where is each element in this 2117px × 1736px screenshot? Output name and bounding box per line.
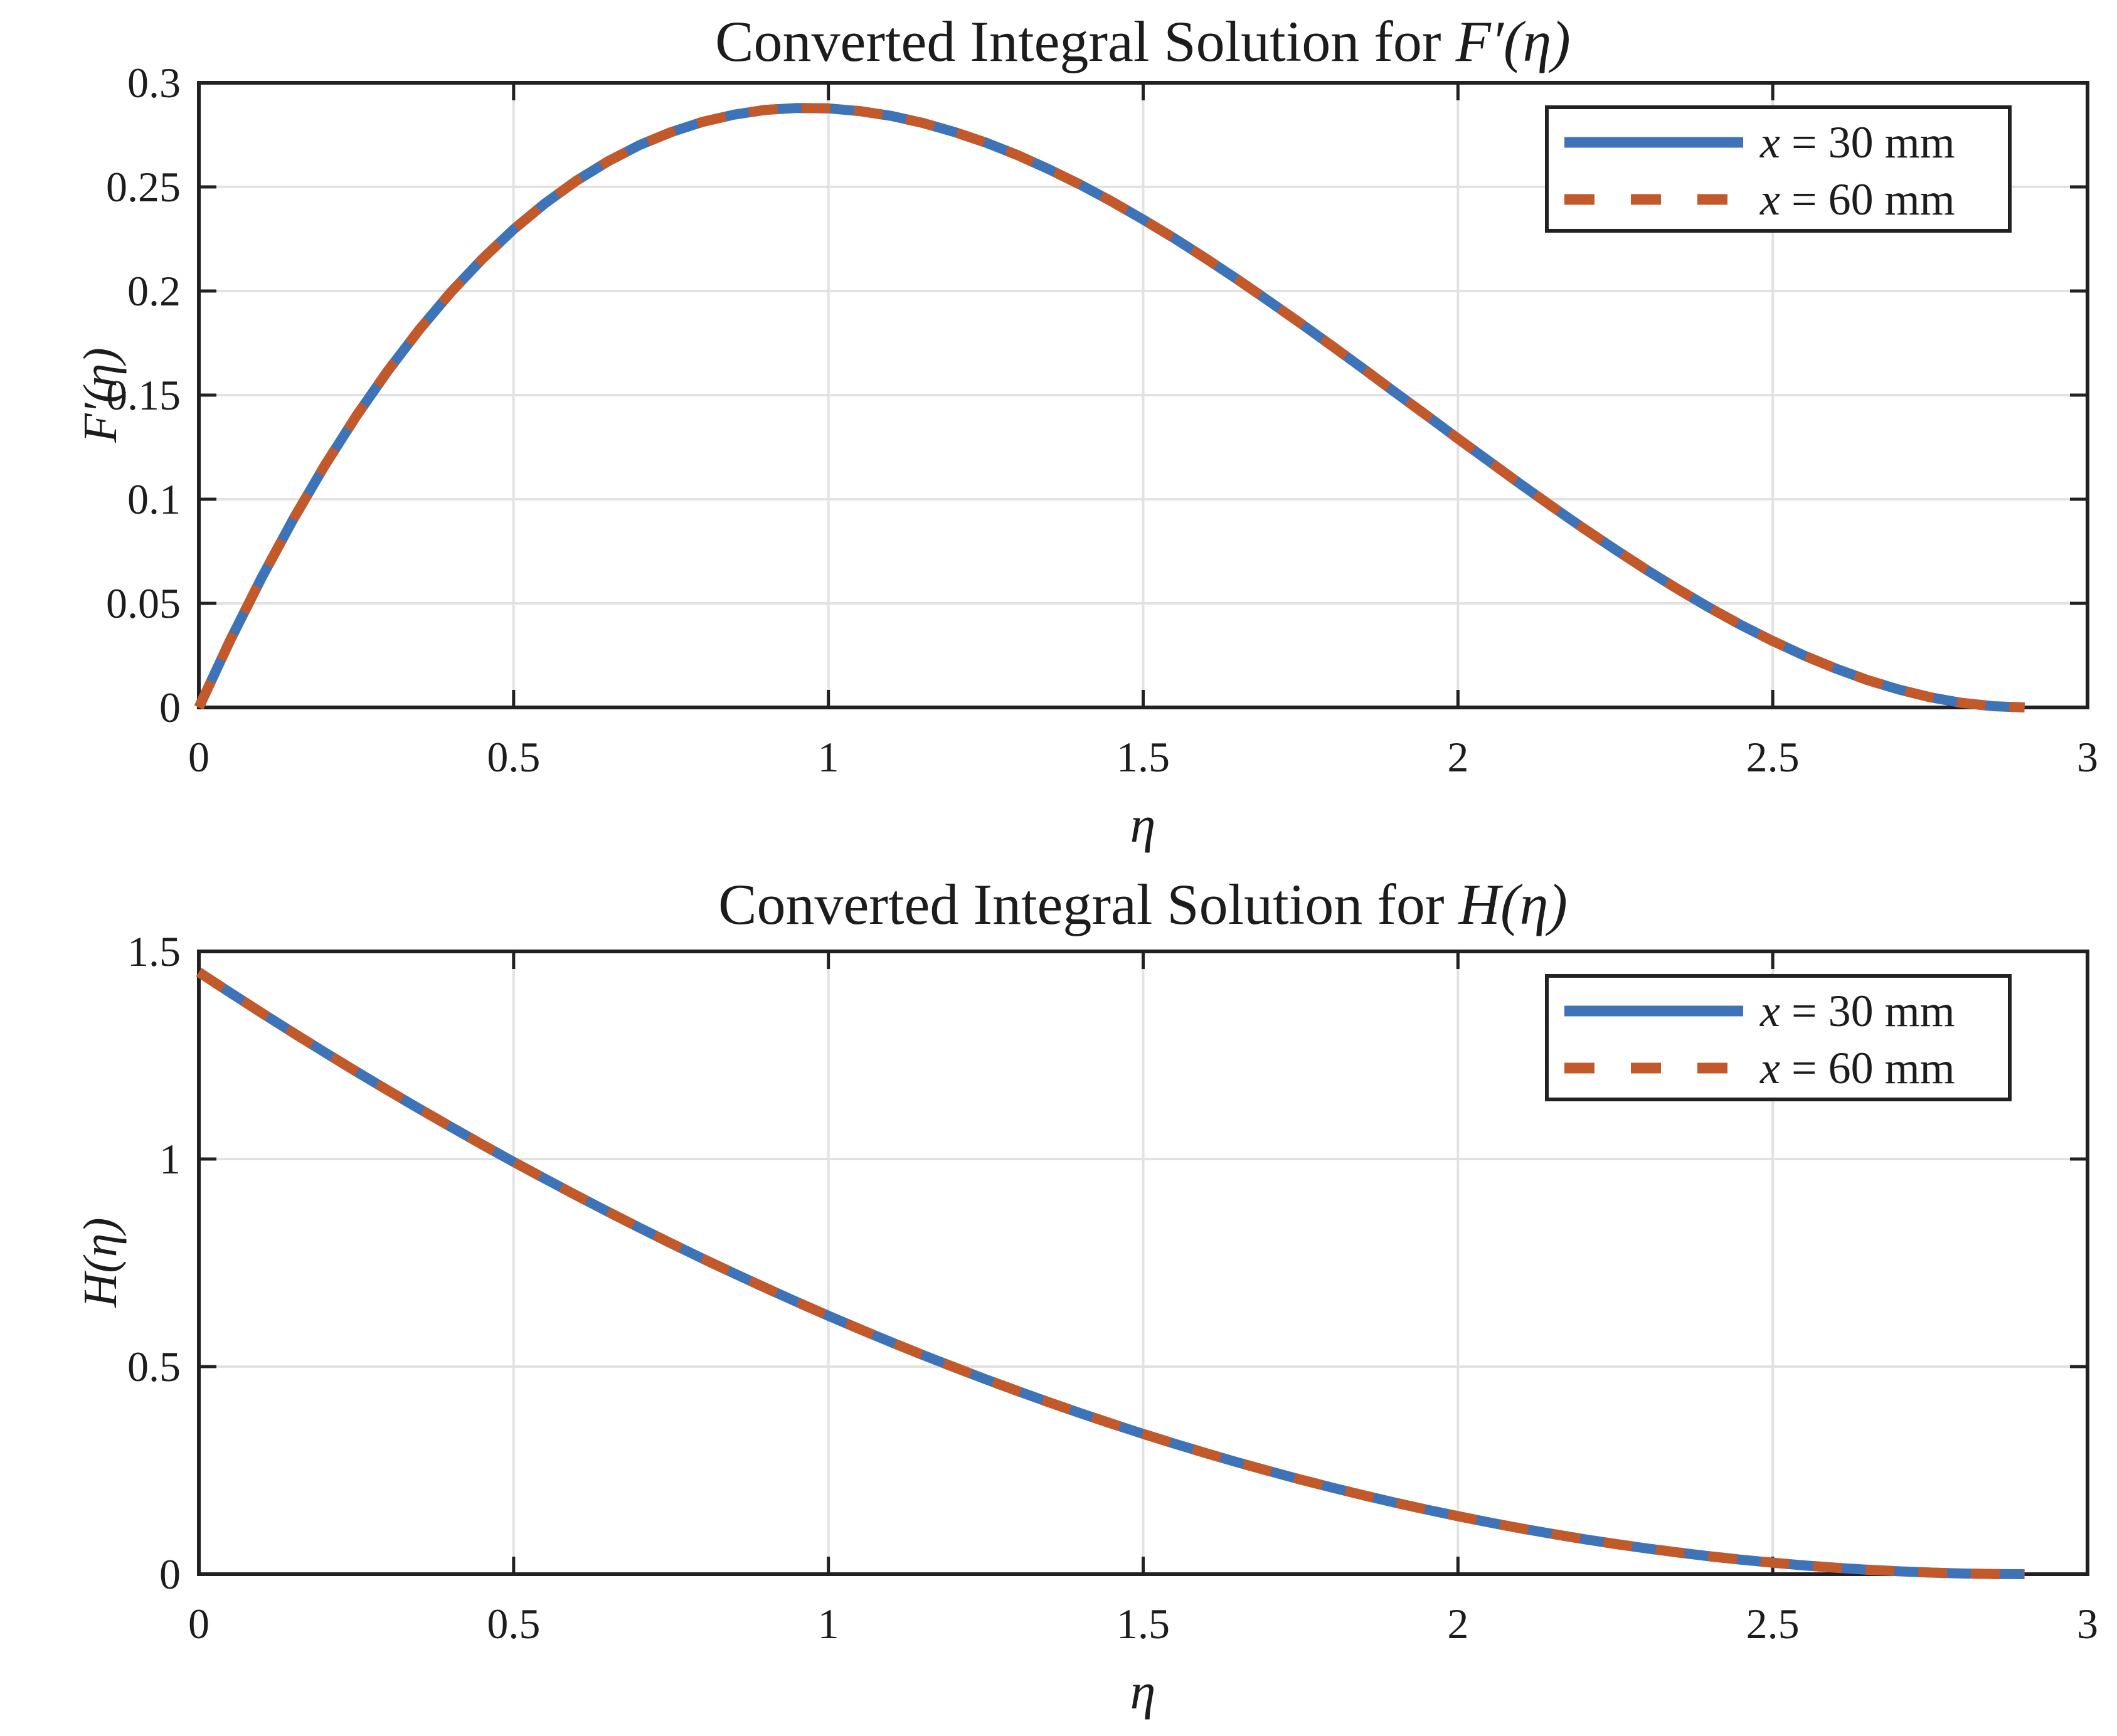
y-tick-label: 0.25 <box>106 163 181 211</box>
y-tick-label: 0.3 <box>127 59 181 107</box>
chart2-legend-label-2-var: x <box>1759 1043 1780 1093</box>
y-tick-label: 0.1 <box>127 475 181 523</box>
chart1-legend-label-1-rest: = 30 mm <box>1780 117 1955 167</box>
chart1-legend-label-2: x = 60 mm <box>1759 174 1955 225</box>
chart2-legend-label-1: x = 30 mm <box>1759 986 1955 1036</box>
y-tick-label: 0.5 <box>127 1343 181 1390</box>
chart2-plot-area: 0 0.5 1 1.5 2 2.5 3 0 0.5 1 1.5 <box>127 928 2098 1648</box>
chart2-title: Converted Integral Solution for H(η) <box>718 872 1568 936</box>
x-tick-label: 2 <box>1447 733 1468 781</box>
x-tick-label: 1.5 <box>1117 733 1170 781</box>
chart1-legend-label-1: x = 30 mm <box>1759 117 1955 167</box>
chart2-title-math: H(η) <box>1458 872 1568 936</box>
chart2-legend-label-2-rest: = 60 mm <box>1780 1043 1955 1093</box>
y-tick-label: 0 <box>159 1550 181 1598</box>
chart2-legend-label-1-var: x <box>1759 986 1780 1036</box>
chart1-legend-label-2-var: x <box>1759 174 1780 225</box>
chart2-legend-label-1-rest: = 30 mm <box>1780 986 1955 1036</box>
chart1-legend-label-1-var: x <box>1759 117 1780 167</box>
y-tick-label: 0.2 <box>127 267 181 315</box>
chart1-title-text: Converted Integral Solution for <box>715 9 1455 73</box>
x-tick-label: 0.5 <box>487 733 540 781</box>
x-tick-label: 2 <box>1447 1600 1468 1648</box>
x-tick-label: 3 <box>2077 1600 2098 1648</box>
chart1-legend-box <box>1545 105 2012 233</box>
chart1-legend-label-2-rest: = 60 mm <box>1780 174 1955 225</box>
x-tick-label: 0.5 <box>487 1600 540 1648</box>
x-tick-label: 3 <box>2077 733 2098 781</box>
chart2-x-axis-label: η <box>1130 1663 1156 1720</box>
x-tick-label: 1 <box>818 1600 839 1648</box>
chart1-plot-area: 0 0.5 1 1.5 2 2.5 3 0 0.05 0.1 0.15 0.2 0.25 0.3 <box>106 59 2098 781</box>
chart2-title-text: Converted Integral Solution for <box>718 872 1458 936</box>
x-tick-label: 2.5 <box>1746 1600 1800 1648</box>
chart1-title: Converted Integral Solution for F′(η) <box>715 9 1571 73</box>
x-tick-label: 2.5 <box>1746 733 1800 781</box>
chart2-legend: x = 30 mm x = 60 mm <box>1545 974 2012 1101</box>
x-tick-label: 1 <box>818 733 839 781</box>
series-line-dashed <box>194 103 2025 712</box>
x-tick-label: 0 <box>188 1600 210 1648</box>
series-line-dashed <box>196 968 2025 1579</box>
chart1-legend: x = 30 mm x = 60 mm <box>1545 105 2012 233</box>
x-tick-label: 0 <box>188 733 210 781</box>
chart1-x-axis-label: η <box>1130 796 1156 853</box>
y-tick-label: 0.05 <box>106 580 181 627</box>
chart1-y-axis-label: F′(η) <box>74 347 127 443</box>
y-tick-label: 0 <box>159 684 181 731</box>
chart2-legend-label-2: x = 60 mm <box>1759 1043 1955 1093</box>
chart1-title-math: F′(η) <box>1455 9 1571 73</box>
y-tick-label: 1.5 <box>127 928 181 975</box>
x-tick-label: 1.5 <box>1117 1600 1170 1648</box>
y-tick-label: 0.15 <box>106 371 181 419</box>
chart2-legend-box <box>1545 974 2012 1101</box>
chart2-y-axis-label: H(η) <box>74 1217 127 1308</box>
y-tick-label: 1 <box>159 1135 181 1183</box>
